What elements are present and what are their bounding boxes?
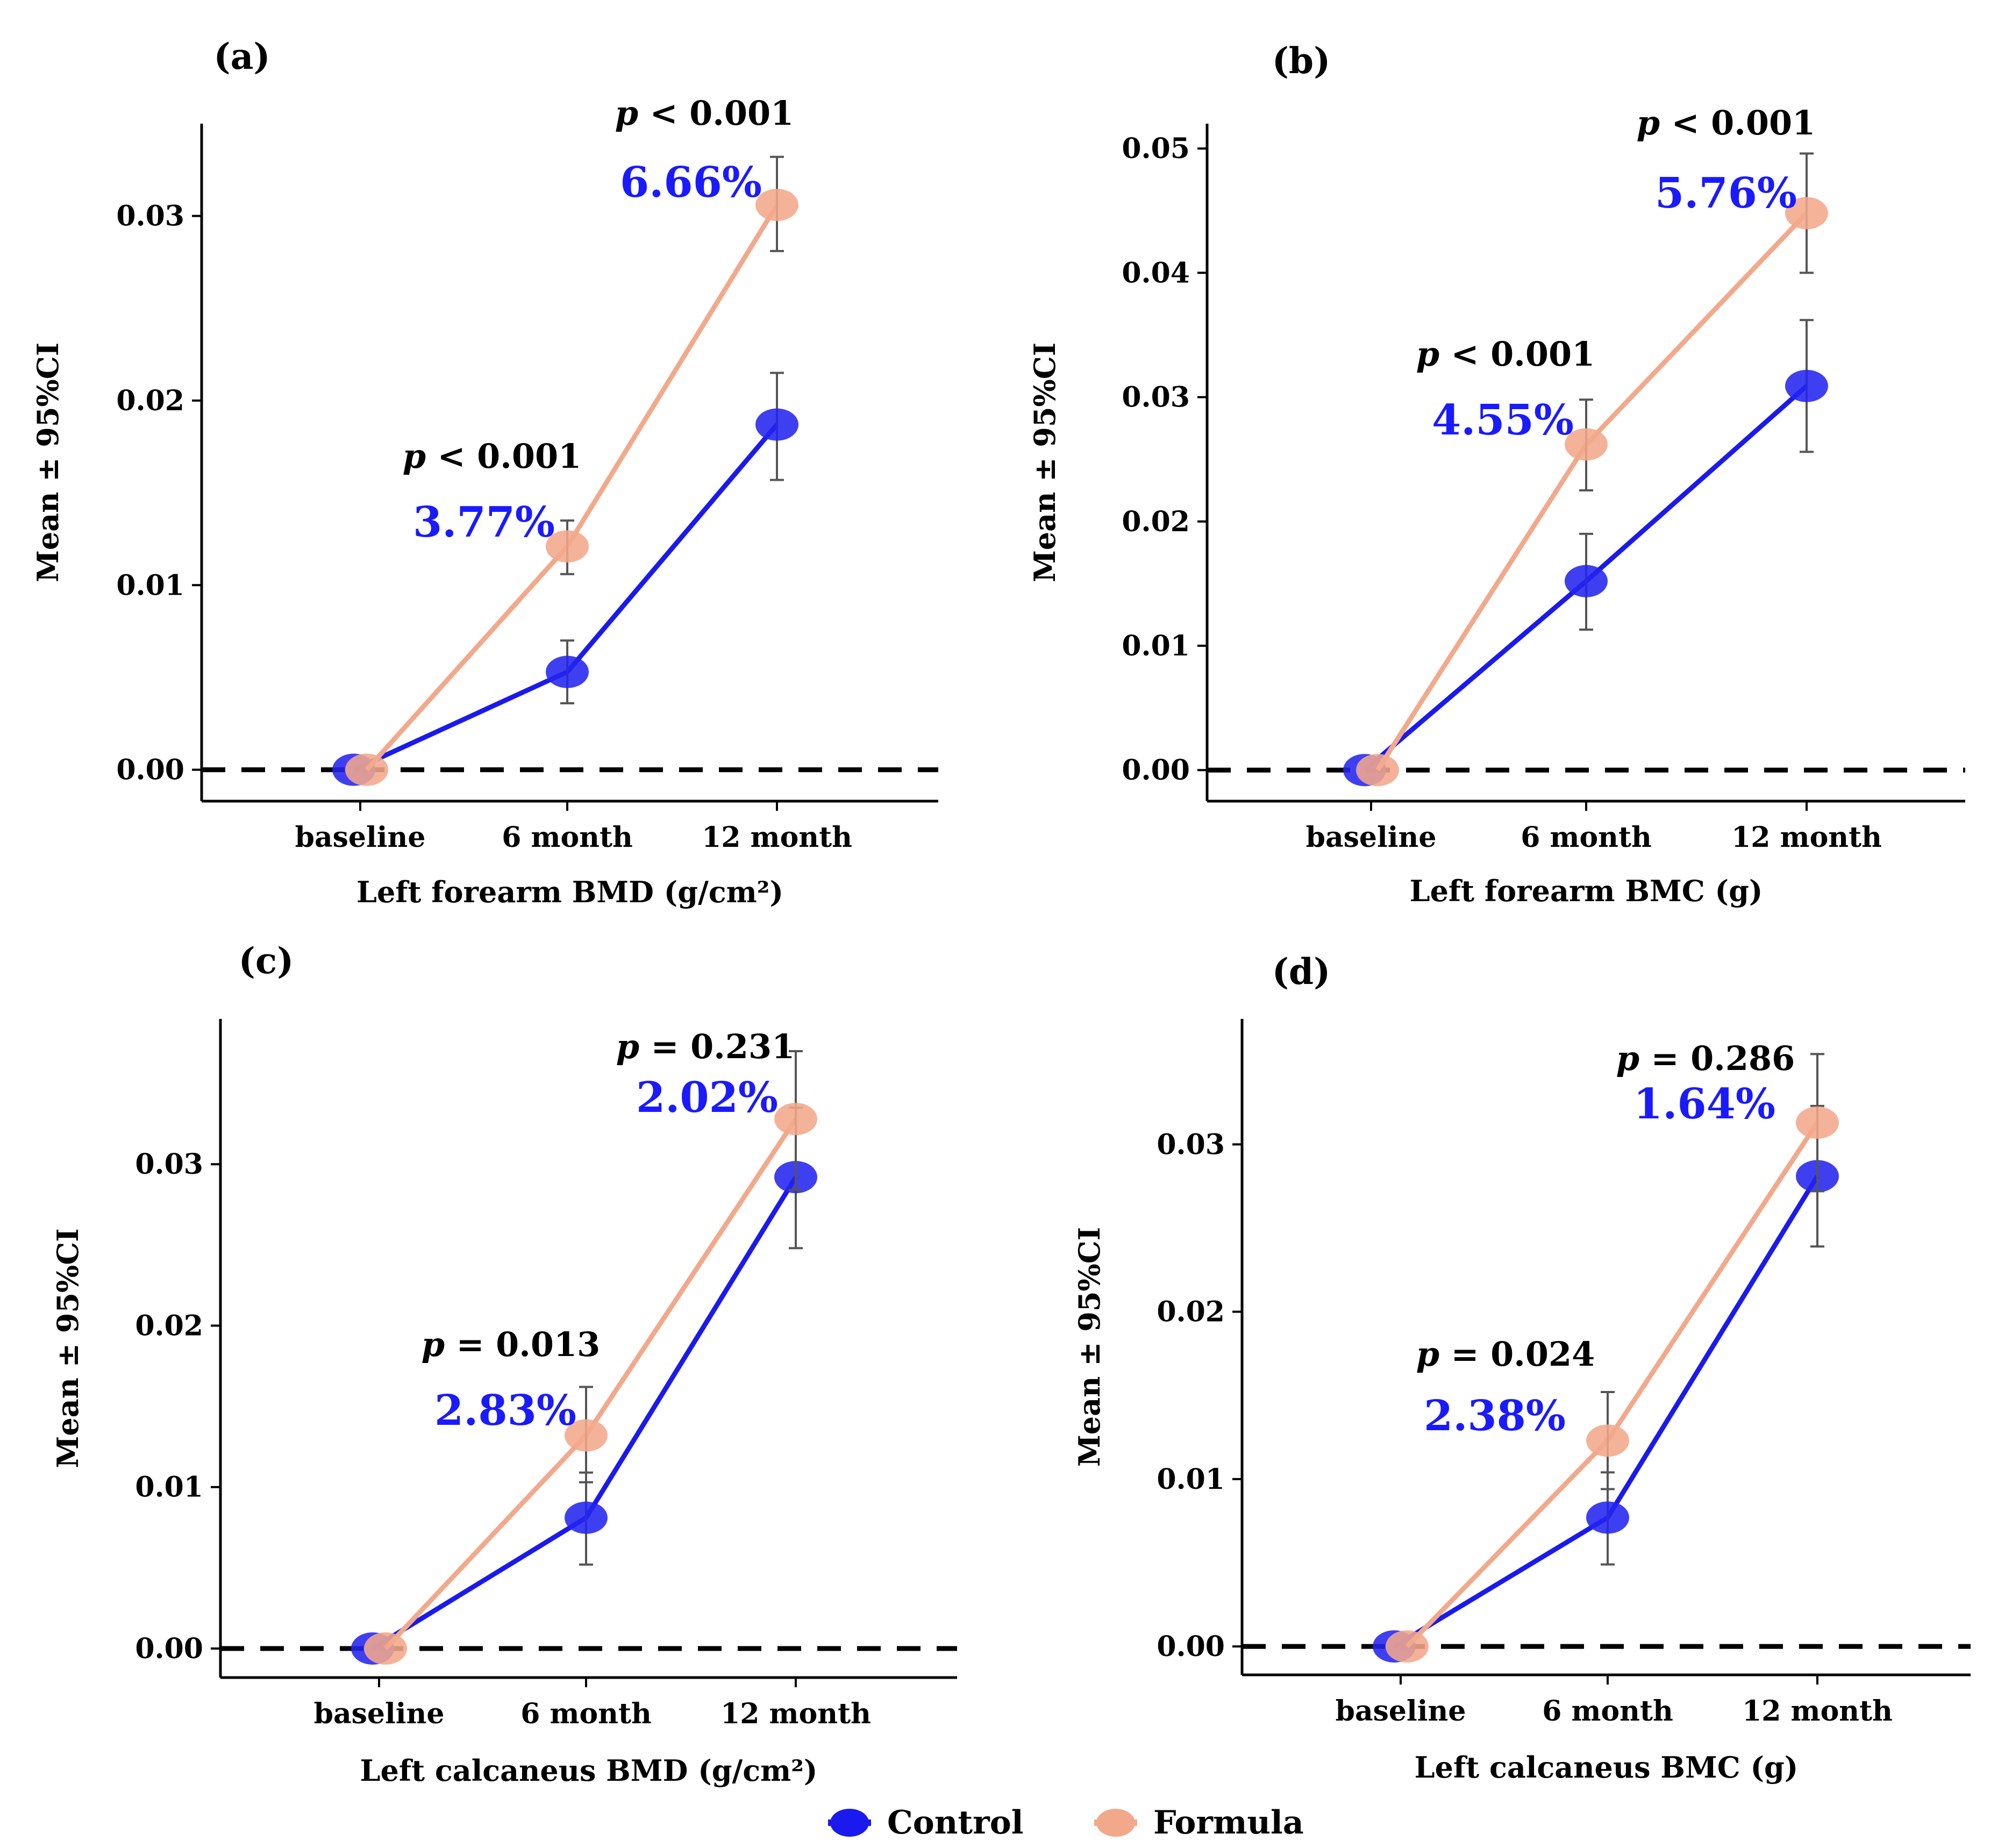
y-axis-title: Mean ± 95%CI bbox=[51, 1229, 85, 1468]
x-axis-title: Left calcaneus BMD (g/cm²) bbox=[360, 1753, 818, 1788]
y-tick-label: 0.02 bbox=[116, 384, 184, 417]
data-point-formula bbox=[565, 1419, 608, 1452]
percent-change-label: 4.55% bbox=[1432, 396, 1574, 445]
y-axis-title: Mean ± 95%CI bbox=[1072, 1227, 1107, 1467]
series-line-formula bbox=[1375, 211, 1809, 772]
panel-label: (d) bbox=[1272, 951, 1331, 993]
y-tick-label: 0.00 bbox=[135, 1632, 203, 1665]
percent-change-label: 2.83% bbox=[434, 1386, 576, 1435]
legend: Control Formula bbox=[828, 1804, 1304, 1842]
legend-marker-formula bbox=[1096, 1809, 1135, 1837]
p-value-label: p = 0.013 bbox=[422, 1325, 601, 1364]
panel-c: (c) 0.00 0.01 0.02 0.03 baseline 6 month 12 mon… bbox=[51, 940, 957, 1788]
data-point-control bbox=[546, 655, 589, 688]
data-point-control bbox=[565, 1501, 608, 1534]
x-axis-title: Left forearm BMC (g) bbox=[1410, 874, 1763, 908]
y-tick-label: 0.00 bbox=[116, 754, 184, 787]
x-tick-label: baseline bbox=[1306, 821, 1437, 854]
data-point-control bbox=[1565, 565, 1608, 597]
data-point-control bbox=[1586, 1501, 1629, 1534]
data-point-control bbox=[1785, 369, 1828, 402]
p-value-label: p = 0.286 bbox=[1616, 1039, 1795, 1078]
p-value-label: p < 0.001 bbox=[615, 94, 794, 133]
x-tick-label: 6 month bbox=[1542, 1695, 1673, 1728]
data-point-formula bbox=[1785, 197, 1828, 230]
y-tick-label: 0.01 bbox=[1157, 1463, 1225, 1496]
x-tick-label: 6 month bbox=[1521, 821, 1652, 854]
panel-b: (b) 0.00 0.01 0.02 0.03 0.04 0.05 baseline 6 mon… bbox=[1028, 40, 1965, 908]
x-tick-label: baseline bbox=[1336, 1695, 1466, 1728]
series-line-formula bbox=[1405, 1121, 1820, 1649]
percent-change-label: 3.77% bbox=[413, 498, 555, 547]
x-tick-label: 12 month bbox=[1742, 1695, 1893, 1728]
p-value-label: p < 0.001 bbox=[1637, 103, 1816, 142]
percent-change-label: 5.76% bbox=[1655, 169, 1797, 218]
series-line-formula bbox=[383, 1117, 798, 1651]
data-point-formula bbox=[1386, 1630, 1429, 1663]
legend-marker-control bbox=[830, 1809, 869, 1837]
x-tick-label: 6 month bbox=[520, 1697, 652, 1730]
y-tick-label: 0.02 bbox=[135, 1309, 203, 1342]
p-value-label: p = 0.024 bbox=[1416, 1335, 1595, 1374]
panel-label: (c) bbox=[239, 940, 294, 982]
y-tick-label: 0.04 bbox=[1122, 256, 1190, 289]
panel-d: (d) 0.00 0.01 0.02 0.03 baseline 6 month 12 mon… bbox=[1072, 951, 1971, 1785]
legend-label-control: Control bbox=[887, 1804, 1024, 1842]
data-point-control bbox=[755, 408, 798, 441]
series-line-control bbox=[353, 423, 779, 772]
y-tick-label: 0.01 bbox=[116, 569, 184, 602]
p-value-label: p < 0.001 bbox=[403, 437, 582, 476]
p-value-label: p < 0.001 bbox=[1416, 334, 1595, 374]
y-tick-label: 0.03 bbox=[135, 1148, 203, 1181]
x-tick-label: 6 month bbox=[502, 821, 633, 854]
y-tick-label: 0.00 bbox=[1122, 754, 1190, 787]
data-point-formula bbox=[345, 753, 388, 786]
y-tick-label: 0.03 bbox=[1122, 381, 1190, 414]
data-point-formula bbox=[1356, 754, 1399, 787]
x-tick-label: 12 month bbox=[702, 821, 852, 854]
data-point-formula bbox=[1796, 1106, 1839, 1139]
data-point-formula bbox=[755, 189, 798, 222]
y-tick-label: 0.00 bbox=[1157, 1630, 1225, 1663]
x-axis-title: Left forearm BMD (g/cm²) bbox=[356, 875, 783, 909]
data-point-formula bbox=[1565, 428, 1608, 461]
data-point-formula bbox=[1586, 1424, 1629, 1457]
x-tick-label: baseline bbox=[314, 1697, 445, 1730]
x-tick-label: baseline bbox=[295, 821, 426, 854]
x-tick-label: 12 month bbox=[720, 1697, 871, 1730]
y-tick-label: 0.01 bbox=[135, 1471, 203, 1504]
legend-label-formula: Formula bbox=[1153, 1804, 1304, 1842]
panel-label: (b) bbox=[1272, 40, 1331, 82]
y-tick-label: 0.05 bbox=[1122, 132, 1190, 165]
x-axis-title: Left calcaneus BMC (g) bbox=[1415, 1750, 1799, 1785]
y-tick-label: 0.03 bbox=[116, 200, 184, 233]
data-point-formula bbox=[546, 530, 589, 563]
data-point-formula bbox=[364, 1632, 407, 1665]
p-value-label: p = 0.231 bbox=[616, 1027, 795, 1066]
x-tick-label: 12 month bbox=[1731, 821, 1882, 854]
y-axis-title: Mean ± 95%CI bbox=[1028, 343, 1062, 582]
percent-change-label: 6.66% bbox=[620, 158, 762, 207]
percent-change-label: 2.02% bbox=[636, 1073, 778, 1122]
panel-a: (a) 0.00 0.01 0.02 0.03 baseline 6 month 12 mon… bbox=[31, 35, 938, 909]
percent-change-label: 2.38% bbox=[1424, 1392, 1566, 1440]
y-tick-label: 0.02 bbox=[1122, 505, 1190, 538]
percent-change-label: 1.64% bbox=[1633, 1080, 1775, 1129]
data-point-formula bbox=[774, 1103, 817, 1136]
y-tick-label: 0.03 bbox=[1157, 1128, 1225, 1161]
y-tick-label: 0.01 bbox=[1122, 630, 1190, 662]
y-axis-title: Mean ± 95%CI bbox=[31, 343, 65, 582]
panel-label: (a) bbox=[213, 35, 270, 77]
y-tick-label: 0.02 bbox=[1157, 1296, 1225, 1329]
